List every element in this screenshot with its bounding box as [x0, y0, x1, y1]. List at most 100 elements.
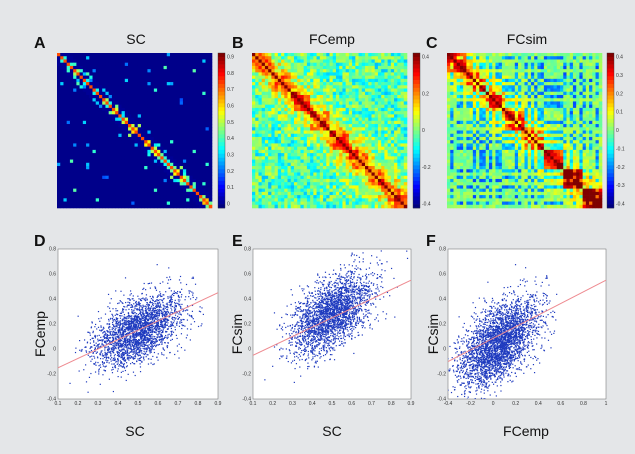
matrix-cell [199, 169, 203, 173]
matrix-cell [102, 191, 106, 196]
matrix-cell [316, 198, 321, 202]
matrix-cell [89, 72, 93, 76]
matrix-cell [144, 75, 148, 80]
colorbar-segment [218, 68, 225, 73]
matrix-cell [319, 172, 324, 177]
matrix-cell [313, 175, 317, 180]
matrix-cell [147, 204, 151, 209]
matrix-cell [202, 78, 206, 83]
matrix-cell [342, 104, 346, 109]
matrix-cell [342, 178, 346, 183]
matrix-cell [268, 59, 272, 63]
matrix-cell [374, 149, 379, 154]
matrix-cell [394, 198, 398, 202]
matrix-cell [255, 162, 259, 167]
matrix-cell [352, 91, 356, 96]
matrix-cell [160, 162, 164, 167]
matrix-cell [258, 111, 262, 115]
matrix-cell [131, 127, 135, 131]
matrix-cell [137, 85, 142, 89]
matrix-cell [387, 107, 392, 112]
matrix-cell [144, 130, 148, 135]
matrix-cell [384, 124, 388, 128]
matrix-cell [189, 114, 193, 118]
matrix-cell [195, 88, 200, 93]
matrix-cell [170, 114, 174, 118]
matrix-cell [121, 59, 126, 63]
matrix-cell [287, 204, 292, 209]
matrix-cell [202, 140, 206, 144]
matrix-cell [69, 107, 74, 112]
matrix-cell [108, 72, 113, 76]
matrix-cell [361, 114, 366, 118]
matrix-cell [86, 88, 90, 93]
matrix-cell [316, 188, 321, 193]
matrix-cell [95, 143, 100, 147]
matrix-cell [134, 85, 139, 89]
matrix-cell [189, 188, 193, 193]
matrix-cell [105, 120, 109, 125]
matrix-cell [166, 195, 171, 199]
matrix-cell [293, 101, 298, 105]
matrix-cell [118, 117, 122, 122]
colorbar-segment [413, 72, 420, 77]
matrix-cell [252, 114, 256, 118]
colorbar-segment [413, 111, 420, 116]
matrix-cell [82, 172, 87, 177]
matrix-cell [293, 120, 298, 125]
matrix-cell [118, 94, 122, 99]
matrix-cell [63, 91, 67, 96]
matrix-cell [297, 191, 301, 196]
matrix-cell [326, 153, 330, 157]
matrix-cell [355, 101, 359, 105]
matrix-cell [202, 107, 206, 112]
matrix-cell [319, 143, 324, 147]
matrix-cell [281, 98, 285, 102]
matrix-cell [368, 101, 372, 105]
matrix-cell [287, 191, 292, 196]
matrix-cell [403, 178, 408, 183]
matrix-cell [205, 175, 210, 180]
matrix-cell [179, 172, 184, 177]
matrix-cell [492, 65, 496, 70]
matrix-cell [153, 88, 158, 93]
matrix-cell [182, 85, 187, 89]
matrix-cell [157, 104, 161, 109]
matrix-cell [589, 62, 593, 67]
matrix-cell [264, 88, 269, 93]
matrix-cell [179, 120, 184, 125]
matrix-cell [258, 69, 262, 73]
matrix-cell [339, 159, 343, 164]
matrix-cell [252, 65, 256, 70]
matrix-cell [355, 162, 359, 167]
matrix-cell [63, 204, 67, 209]
matrix-cell [381, 59, 385, 63]
matrix-cell [166, 114, 171, 118]
matrix-cell [73, 204, 77, 209]
matrix-cell [60, 85, 64, 89]
matrix-cell [179, 101, 184, 105]
matrix-cell [189, 120, 193, 125]
matrix-cell [297, 133, 301, 138]
matrix-cell [287, 94, 292, 99]
matrix-cell [89, 185, 93, 189]
matrix-cell [323, 59, 327, 63]
matrix-cell [290, 91, 295, 96]
matrix-cell [518, 65, 522, 70]
matrix-cell [147, 117, 151, 122]
matrix-cell [166, 188, 171, 193]
matrix-cell [111, 172, 116, 177]
matrix-cell [182, 69, 187, 73]
matrix-cell [342, 72, 346, 76]
colorbar-segment [218, 103, 225, 108]
matrix-cell [95, 88, 100, 93]
matrix-cell [173, 65, 177, 70]
matrix-cell [57, 133, 61, 138]
matrix-cell [95, 72, 100, 76]
matrix-cell [205, 69, 210, 73]
matrix-cell [579, 65, 583, 70]
matrix-cell [205, 72, 210, 76]
matrix-cell [261, 120, 266, 125]
matrix-cell [310, 101, 314, 105]
matrix-cell [365, 204, 369, 209]
